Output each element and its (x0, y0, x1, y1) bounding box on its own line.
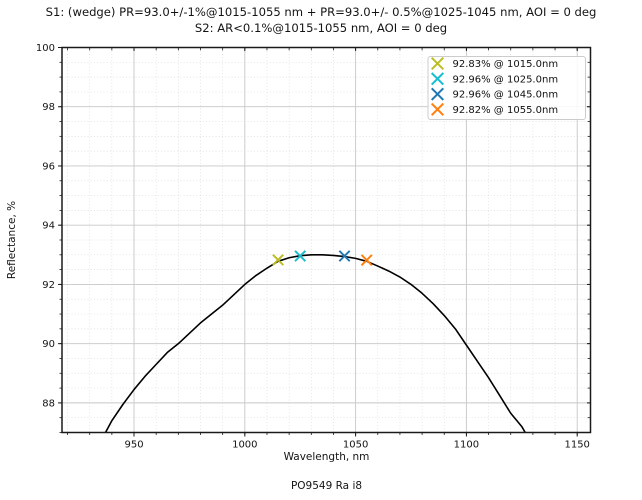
data-point-marker (294, 250, 307, 262)
x-tick-label: 1150 (564, 440, 589, 451)
x-tick-label: 1050 (343, 440, 368, 451)
data-point-marker (272, 253, 284, 266)
legend-entry-label: 92.96% @ 1025.0nm (453, 74, 559, 85)
legend-entry-label: 92.96% @ 1045.0nm (453, 90, 559, 101)
legend-marker (430, 56, 445, 71)
chart-title-line1: S1: (wedge) PR=93.0+/-1%@1015-1055 nm + … (45, 5, 597, 19)
x-tick-label: 1100 (454, 440, 479, 451)
y-tick-label: 94 (42, 221, 55, 232)
legend-entry-label: 92.83% @ 1015.0nm (453, 59, 559, 70)
y-tick-label: 96 (42, 161, 55, 172)
chart-title-line2: S2: AR<0.1%@1015-1055 nm, AOI = 0 deg (194, 21, 448, 35)
figure-footnote: PO9549 Ra i8 (290, 480, 363, 492)
y-tick-label: 90 (42, 339, 55, 350)
legend-marker (430, 102, 445, 116)
plot-border (61, 46, 592, 434)
x-axis-label: Wavelength, nm (283, 451, 370, 463)
legend-marker (430, 87, 445, 101)
data-point-marker (338, 250, 351, 262)
data-point-marker (360, 254, 373, 267)
y-tick-label: 98 (42, 102, 55, 113)
y-tick-label: 100 (36, 43, 55, 54)
y-tick-label: 88 (42, 398, 55, 409)
y-tick-label: 92 (42, 280, 55, 291)
x-tick-label: 1000 (232, 440, 257, 451)
legend-entry-label: 92.82% @ 1055.0nm (453, 105, 559, 116)
legend-marker (430, 72, 445, 86)
x-tick-label: 950 (124, 440, 143, 451)
reflectance-curve (104, 254, 527, 433)
legend-box (427, 56, 586, 120)
y-axis-label: Reflectance, % (6, 200, 18, 280)
